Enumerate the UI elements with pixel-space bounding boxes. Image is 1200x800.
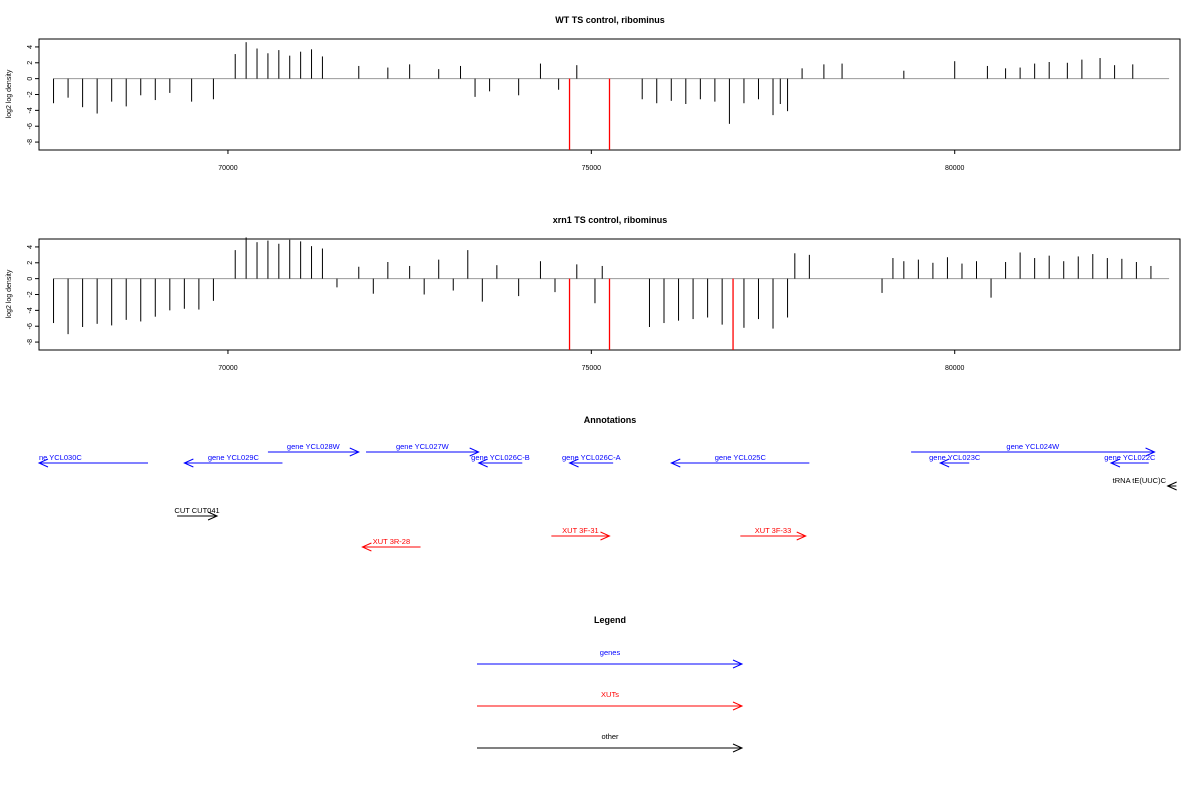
xrn1-y-tick-label: -2 — [27, 291, 34, 297]
wt-x-tick-label: 80000 — [945, 165, 965, 172]
xrn1-axes: 4 2 0 -2 -4 -6 -8 70000 75000 80000 — [27, 245, 1170, 372]
legend-panel: Legend genes XUTs other — [477, 615, 744, 753]
wt-y-tick-label: -4 — [27, 107, 34, 113]
annotation-label: gene YCL022C — [1104, 453, 1156, 462]
xrn1-y-tick-label: 4 — [27, 245, 34, 249]
wt-panel-title: WT TS control, ribominus — [555, 15, 665, 25]
annotation-arrowhead — [349, 447, 361, 457]
legend-arrowhead — [732, 659, 744, 669]
annotation-label: XUT 3F-31 — [562, 526, 599, 535]
annotation-feature: ne YCL030C — [37, 453, 149, 468]
annotation-feature: XUT 3F-33 — [740, 526, 807, 541]
annotation-feature: gene YCL026C-A — [562, 453, 621, 468]
annotation-arrowhead — [670, 458, 681, 468]
annotation-feature: gene YCL028W — [267, 442, 361, 457]
xrn1-panel: xrn1 TS control, ribominus log2 log dens… — [6, 215, 1181, 372]
xrn1-x-tick-label: 80000 — [945, 365, 965, 372]
annotations-title: Annotations — [584, 415, 637, 425]
legend-entry: genes — [477, 648, 744, 669]
annotation-arrowhead — [568, 458, 579, 468]
annotation-feature: gene YCL024W — [911, 442, 1156, 457]
xrn1-x-tick-label: 75000 — [582, 365, 602, 372]
annotation-label: tRNA tE(UUC)C — [1113, 476, 1167, 485]
wt-x-tick-label: 70000 — [218, 165, 238, 172]
annotation-label: XUT 3F-33 — [755, 526, 792, 535]
wt-axes: 4 2 0 -2 -4 -6 -8 70000 75000 80000 — [27, 45, 1170, 172]
xrn1-y-axis-label: log2 log density — [6, 269, 13, 318]
annotation-label: gene YCL023C — [929, 453, 981, 462]
annotation-arrowhead — [600, 531, 611, 541]
annotation-arrowhead — [37, 458, 49, 468]
xrn1-bars — [53, 237, 1152, 350]
annotation-feature: XUT 3R-28 — [361, 537, 421, 552]
annotation-feature: gene YCL023C — [929, 453, 981, 468]
annotation-feature: XUT 3F-31 — [551, 526, 611, 541]
annotation-label: gene YCL024W — [1006, 442, 1060, 451]
annotation-label: gene YCL028W — [287, 442, 341, 451]
annotation-arrowhead — [183, 458, 194, 468]
wt-y-tick-label: 0 — [27, 77, 34, 81]
annotation-label: gene YCL027W — [396, 442, 450, 451]
legend-title: Legend — [594, 615, 626, 625]
annotation-label: gene YCL029C — [208, 453, 260, 462]
annotation-label: XUT 3R-28 — [373, 537, 410, 546]
xrn1-y-tick-label: 0 — [27, 277, 34, 281]
legend-items: genes XUTs other — [477, 648, 744, 753]
legend-arrowhead — [732, 701, 744, 711]
wt-x-tick-label: 75000 — [582, 165, 602, 172]
legend-entry: XUTs — [477, 690, 744, 711]
annotation-arrowhead — [796, 531, 807, 541]
legend-label: other — [601, 732, 619, 741]
annotation-items: ne YCL030C gene YCL029C gene YCL028W gene Y… — [37, 442, 1177, 552]
legend-entry: other — [477, 732, 744, 753]
wt-bars — [53, 42, 1134, 150]
xrn1-x-tick-label: 70000 — [218, 365, 238, 372]
wt-y-axis-label: log2 log density — [6, 69, 13, 118]
wt-y-tick-label: 2 — [27, 61, 34, 65]
annotation-arrowhead — [477, 458, 488, 468]
annotation-label: gene YCL026C-B — [471, 453, 530, 462]
annotation-feature: CUT CUT041 — [174, 506, 220, 521]
legend-label: XUTs — [601, 690, 619, 699]
wt-y-tick-label: 4 — [27, 45, 34, 49]
annotation-feature: tRNA tE(UUC)C — [1113, 476, 1177, 491]
annotation-feature: gene YCL027W — [366, 442, 480, 457]
annotation-feature: gene YCL022C — [1104, 453, 1156, 468]
annotations-panel: Annotations ne YCL030C gene YCL029C gene Y… — [37, 415, 1177, 552]
legend-label: genes — [600, 648, 621, 657]
annotation-arrowhead — [469, 447, 480, 457]
annotation-label: gene YCL026C-A — [562, 453, 621, 462]
annotation-arrowhead — [1109, 458, 1121, 468]
wt-y-tick-label: -6 — [27, 123, 34, 129]
wt-y-tick-label: -2 — [27, 91, 34, 97]
legend-arrowhead — [732, 743, 744, 753]
wt-y-tick-label: -8 — [27, 139, 34, 145]
annotation-label: gene YCL025C — [715, 453, 767, 462]
annotation-arrowhead — [361, 542, 372, 552]
annotation-label: ne YCL030C — [39, 453, 82, 462]
annotation-feature: gene YCL026C-B — [471, 453, 530, 468]
annotation-arrowhead — [938, 458, 950, 468]
xrn1-y-tick-label: -8 — [27, 339, 34, 345]
xrn1-panel-title: xrn1 TS control, ribominus — [553, 215, 668, 225]
annotation-feature: gene YCL029C — [183, 453, 283, 468]
xrn1-y-tick-label: -4 — [27, 307, 34, 313]
annotation-arrowhead — [207, 511, 219, 521]
wt-panel: WT TS control, ribominus log2 log densit… — [6, 15, 1181, 172]
xrn1-y-tick-label: 2 — [27, 261, 34, 265]
annotation-arrowhead — [1166, 481, 1177, 491]
annotation-arrowhead — [1145, 447, 1156, 457]
annotation-feature: gene YCL025C — [670, 453, 810, 468]
xrn1-y-tick-label: -6 — [27, 323, 34, 329]
annotation-label: CUT CUT041 — [174, 506, 219, 515]
